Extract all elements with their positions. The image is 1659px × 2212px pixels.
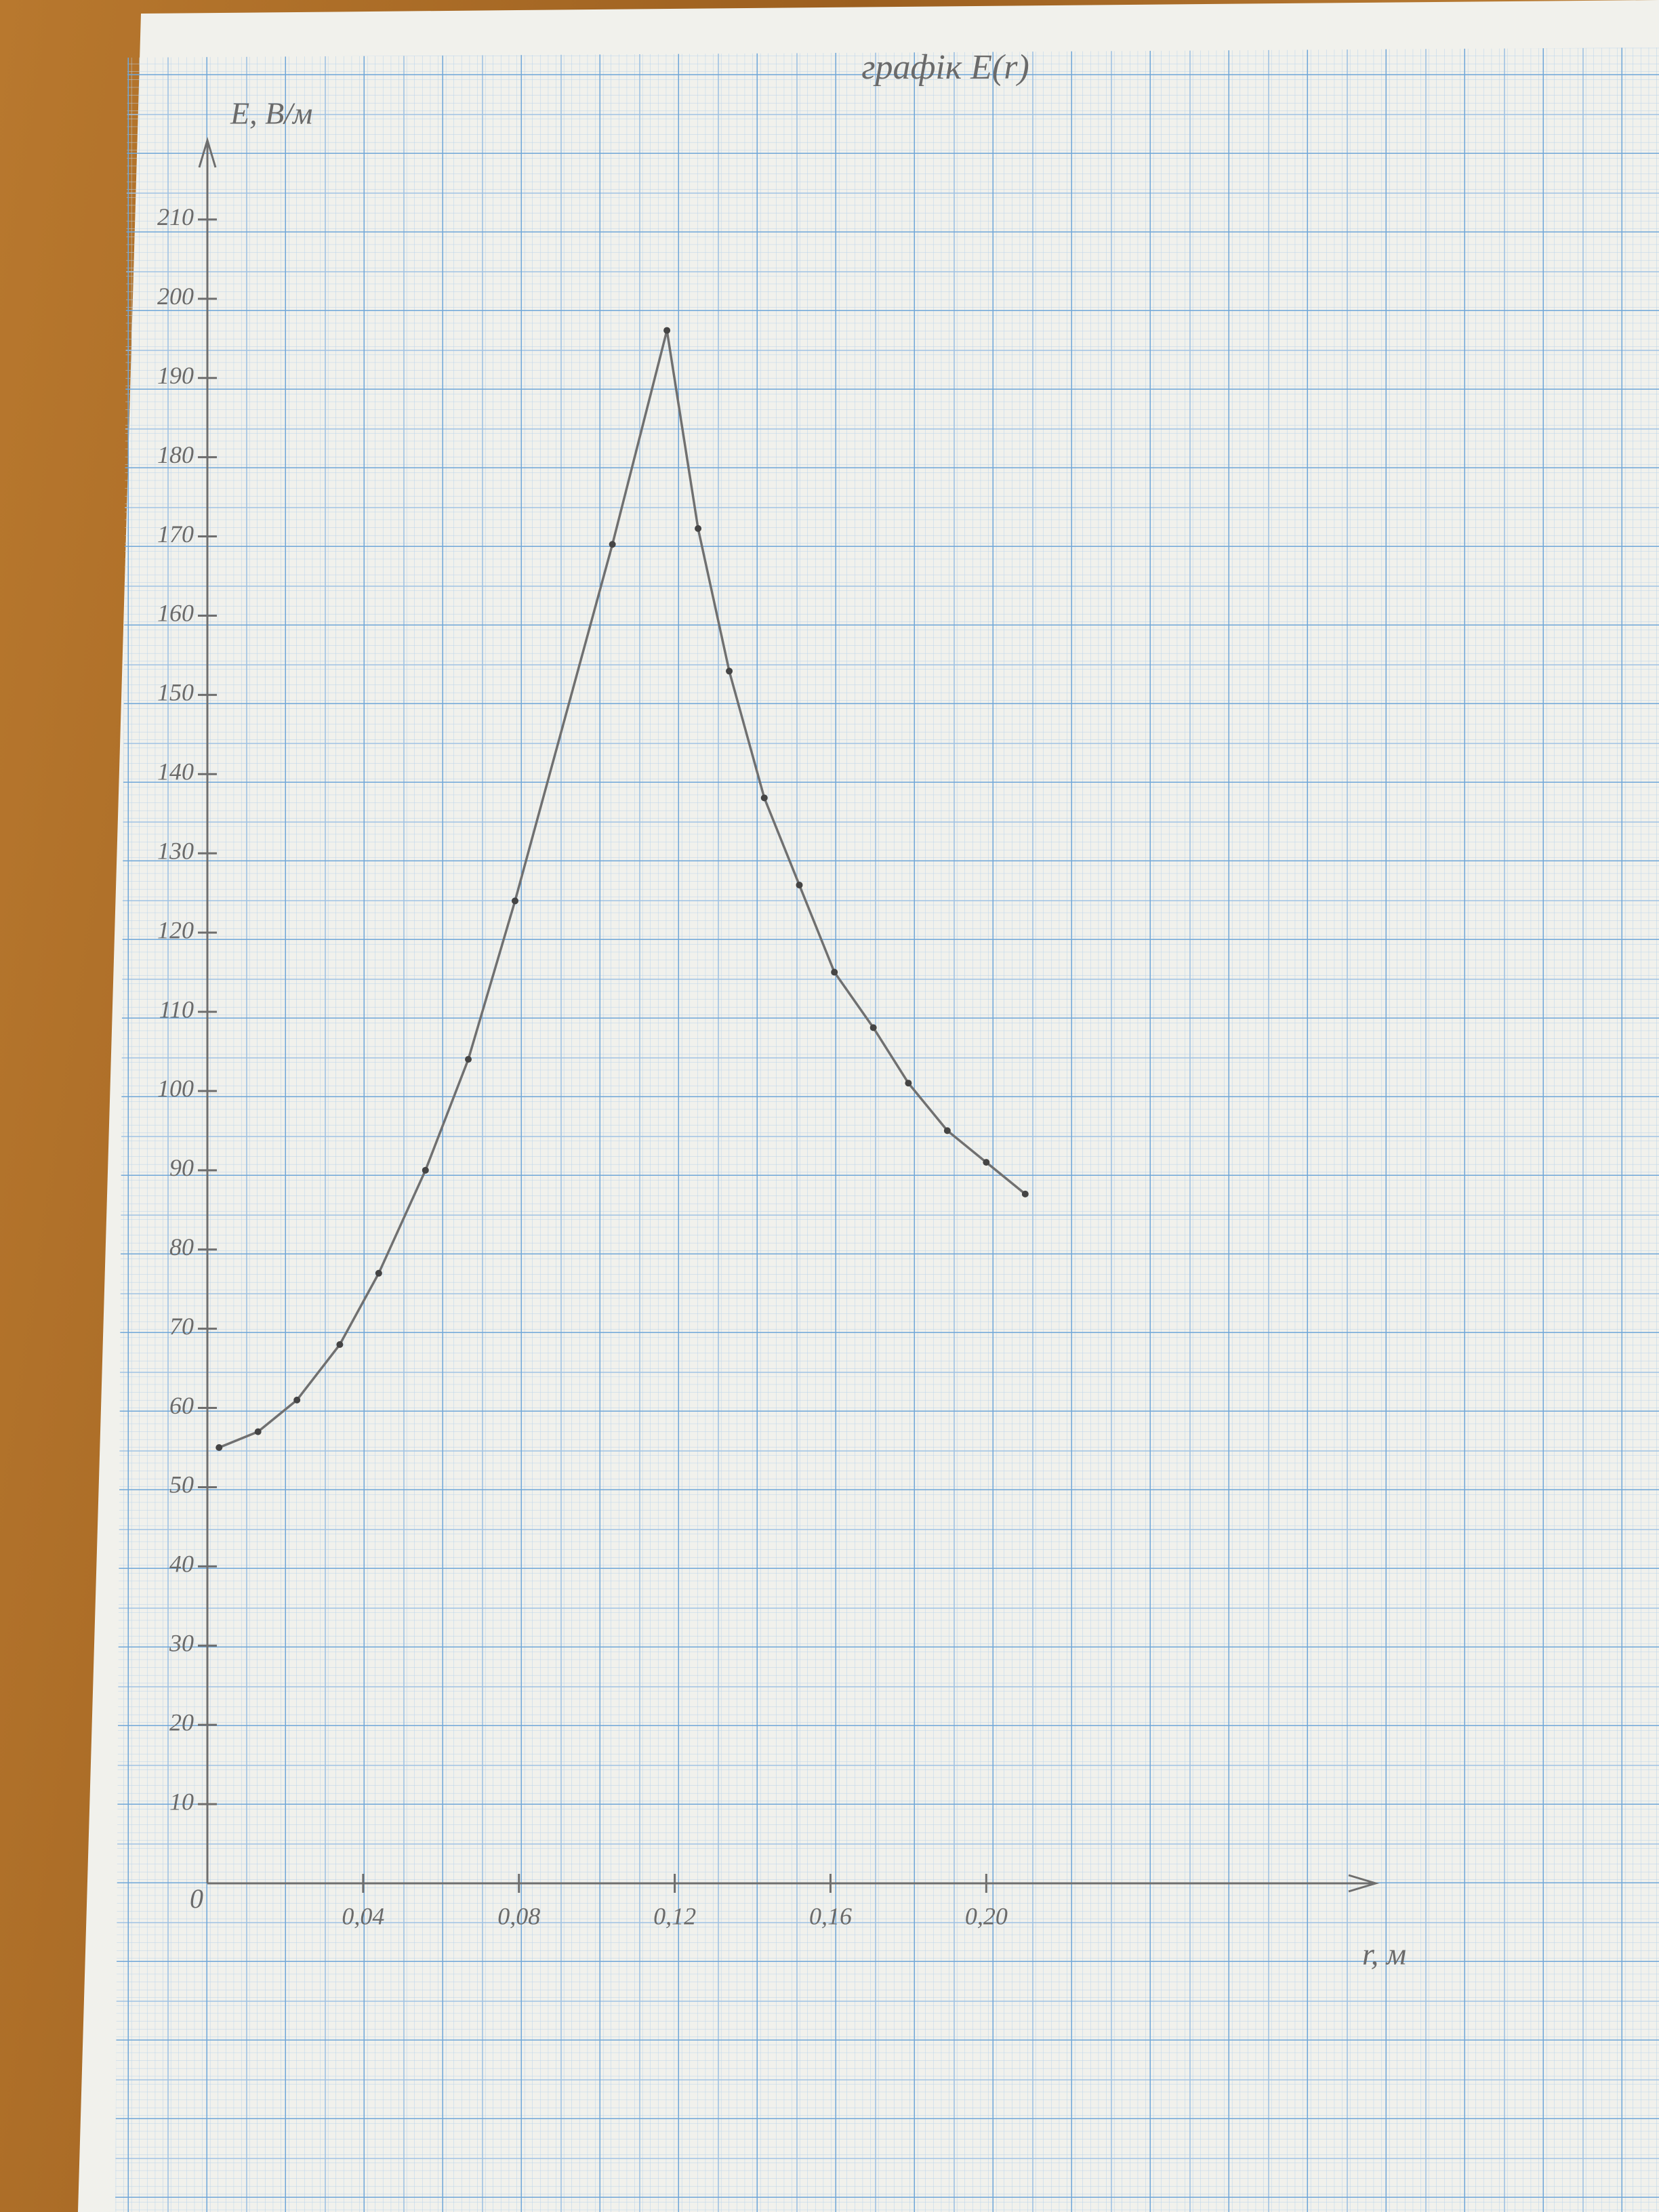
y-tick-label: 190 [157,362,194,389]
data-point [760,794,768,802]
data-point [695,525,702,532]
y-tick-label: 170 [157,520,194,548]
data-point [905,1080,912,1087]
y-tick-label: 160 [157,600,194,627]
y-tick-label: 50 [169,1471,194,1498]
x-tick-label: 0,16 [809,1902,852,1929]
x-arrow [1348,1874,1380,1893]
data-point [254,1428,262,1435]
origin-label: 0 [190,1883,203,1914]
x-tick-label: 0,08 [497,1902,540,1929]
y-tick-label: 90 [169,1154,194,1181]
data-point [609,541,616,548]
y-tick-label: 10 [169,1788,194,1815]
y-tick-label: 140 [157,758,194,785]
x-tick-label: 0,04 [342,1902,384,1929]
data-point [869,1024,877,1031]
y-tick-label: 180 [157,441,194,468]
y-tick-label: 60 [169,1392,194,1419]
data-point [465,1056,472,1063]
y-tick-label: 80 [169,1233,194,1261]
y-arrow [198,136,217,168]
y-tick-label: 70 [169,1313,194,1340]
data-point [983,1159,990,1166]
x-tick-label: 0,20 [965,1902,1008,1929]
x-tick-label: 0,12 [653,1902,696,1929]
y-tick-label: 200 [157,283,194,310]
data-point [336,1341,344,1349]
data-point [726,668,733,675]
chart-title: графік E(r) [861,48,1029,87]
data-point [663,327,671,334]
y-tick-label: 40 [169,1551,194,1578]
x-axis-label: r, м [1362,1937,1406,1971]
y-tick-label: 130 [157,837,194,864]
data-point [216,1444,223,1451]
y-tick-label: 30 [169,1630,194,1657]
y-tick-label: 210 [157,203,194,230]
data-point [796,881,803,888]
y-tick-label: 150 [157,679,194,706]
data-point [943,1127,951,1134]
y-axis-label: E, В/м [230,96,312,131]
chart: графік E(r) E, В/м r, м 0 10 20 30 40 50 60 70… [157,48,1406,1971]
graph-paper [115,47,1659,2212]
data-point [375,1269,382,1277]
y-tick-label: 20 [169,1708,194,1736]
y-tick-label: 120 [157,916,194,943]
data-point [422,1166,429,1174]
data-point [1021,1190,1029,1197]
data-point [511,897,518,905]
data-point [831,968,838,976]
data-point [293,1396,301,1404]
y-tick-label: 100 [157,1075,194,1102]
data-line [218,329,1026,1449]
y-tick-label: 110 [159,996,194,1023]
